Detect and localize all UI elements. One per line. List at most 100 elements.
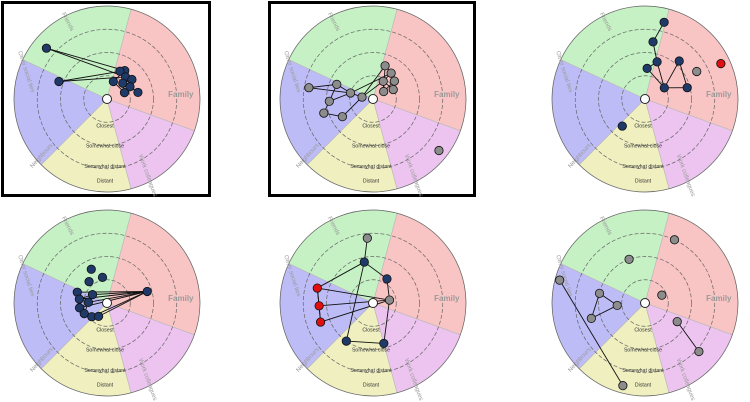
ring-3 <box>574 232 716 374</box>
ring-label: Somewhat distant <box>84 164 126 170</box>
ring-2 <box>598 52 692 146</box>
sector-label: Family <box>706 90 732 99</box>
ring-label: Somewhat distant <box>350 164 392 170</box>
tie-line <box>350 72 392 94</box>
ring-label: Somewhat close <box>86 348 124 354</box>
alter-node-grey <box>362 233 372 243</box>
ring-label: Distant <box>363 178 380 184</box>
alter-node-blue <box>382 274 392 284</box>
ring-label: Distant <box>97 382 114 388</box>
ring-label: Closest <box>96 123 114 129</box>
ego-node <box>368 298 378 308</box>
ring-label: Closest <box>634 327 652 333</box>
tie-line <box>364 261 388 280</box>
alter-node-blue <box>74 294 84 304</box>
alter-node-grey <box>384 295 395 305</box>
ego-node <box>102 298 112 308</box>
ring-label: Somewhat close <box>624 348 662 354</box>
alter-node-red <box>314 301 324 311</box>
sector-label: Family <box>434 294 460 303</box>
alter-node-blue <box>79 309 89 319</box>
tie-line <box>317 261 365 289</box>
alter-node-blue <box>94 311 104 322</box>
tie-line <box>559 279 624 386</box>
ring-2 <box>598 256 692 350</box>
alter-node-grey <box>345 88 356 98</box>
alter-node-grey <box>332 79 342 89</box>
ring-3 <box>302 232 444 374</box>
tie-line <box>308 87 351 94</box>
alter-node-blue <box>379 338 389 349</box>
ring-label: Somewhat distant <box>350 368 392 374</box>
alter-node-blue <box>133 87 143 98</box>
alter-node-blue <box>617 121 627 131</box>
alter-node-grey <box>669 235 680 245</box>
ring-label: Distant <box>635 178 652 184</box>
ring-4 <box>13 5 201 193</box>
ring-label: Distant <box>363 382 380 388</box>
alter-node-red <box>312 283 322 293</box>
alter-node-blue <box>648 37 658 47</box>
alter-node-grey <box>388 84 398 95</box>
sector-label: Family <box>168 294 194 303</box>
alter-node-grey <box>319 108 329 118</box>
alter-node-grey <box>694 346 704 357</box>
ring-label: Somewhat close <box>86 144 124 150</box>
alter-node-grey <box>624 254 634 264</box>
alter-node-red <box>315 317 326 327</box>
alter-node-blue <box>652 57 662 67</box>
tie-line <box>88 291 148 303</box>
alter-node-grey <box>657 290 667 300</box>
alter-node-blue <box>341 336 351 346</box>
alter-node-blue <box>41 43 52 53</box>
sector-label: Family <box>168 90 194 99</box>
alter-node-blue <box>359 257 369 267</box>
alter-node-grey <box>386 68 396 78</box>
alter-node-blue <box>108 76 118 87</box>
ego-node <box>640 94 650 104</box>
tie-line <box>319 299 390 307</box>
tie-line <box>591 305 618 319</box>
highlight-frame-2 <box>268 1 476 197</box>
alter-node-grey <box>304 83 314 93</box>
sector-label: Family <box>434 90 460 99</box>
sector-label: Family <box>706 294 732 303</box>
alter-node-blue <box>84 277 94 287</box>
alter-node-blue <box>659 17 669 27</box>
tie-line <box>46 47 126 78</box>
tie-line <box>383 300 390 344</box>
tie-line <box>91 291 148 318</box>
ring-3 <box>36 28 178 170</box>
ring-label: Somewhat close <box>624 144 662 150</box>
ring-2 <box>326 256 420 350</box>
ring-4 <box>279 209 467 397</box>
ring-label: Somewhat distant <box>622 368 664 374</box>
alter-node-grey <box>357 92 367 102</box>
ring-1 <box>349 75 397 123</box>
ring-2 <box>60 256 154 350</box>
tie-line <box>92 291 148 296</box>
highlight-frame-1 <box>1 1 211 197</box>
tie-line <box>346 340 384 344</box>
ego-node <box>640 298 650 308</box>
tie-line <box>308 83 337 89</box>
ring-4 <box>551 209 739 397</box>
alter-node-blue <box>87 290 98 300</box>
alter-node-grey <box>672 316 682 327</box>
alter-node-red <box>716 59 726 69</box>
ring-1 <box>621 279 669 327</box>
ring-label: Closest <box>634 123 652 129</box>
alter-node-blue <box>54 76 64 87</box>
alter-node-grey <box>586 313 596 323</box>
ring-label: Distant <box>635 382 652 388</box>
alter-node-grey <box>324 96 334 106</box>
tie-line <box>676 321 700 352</box>
ring-3 <box>36 232 178 374</box>
tie-line <box>46 47 125 72</box>
